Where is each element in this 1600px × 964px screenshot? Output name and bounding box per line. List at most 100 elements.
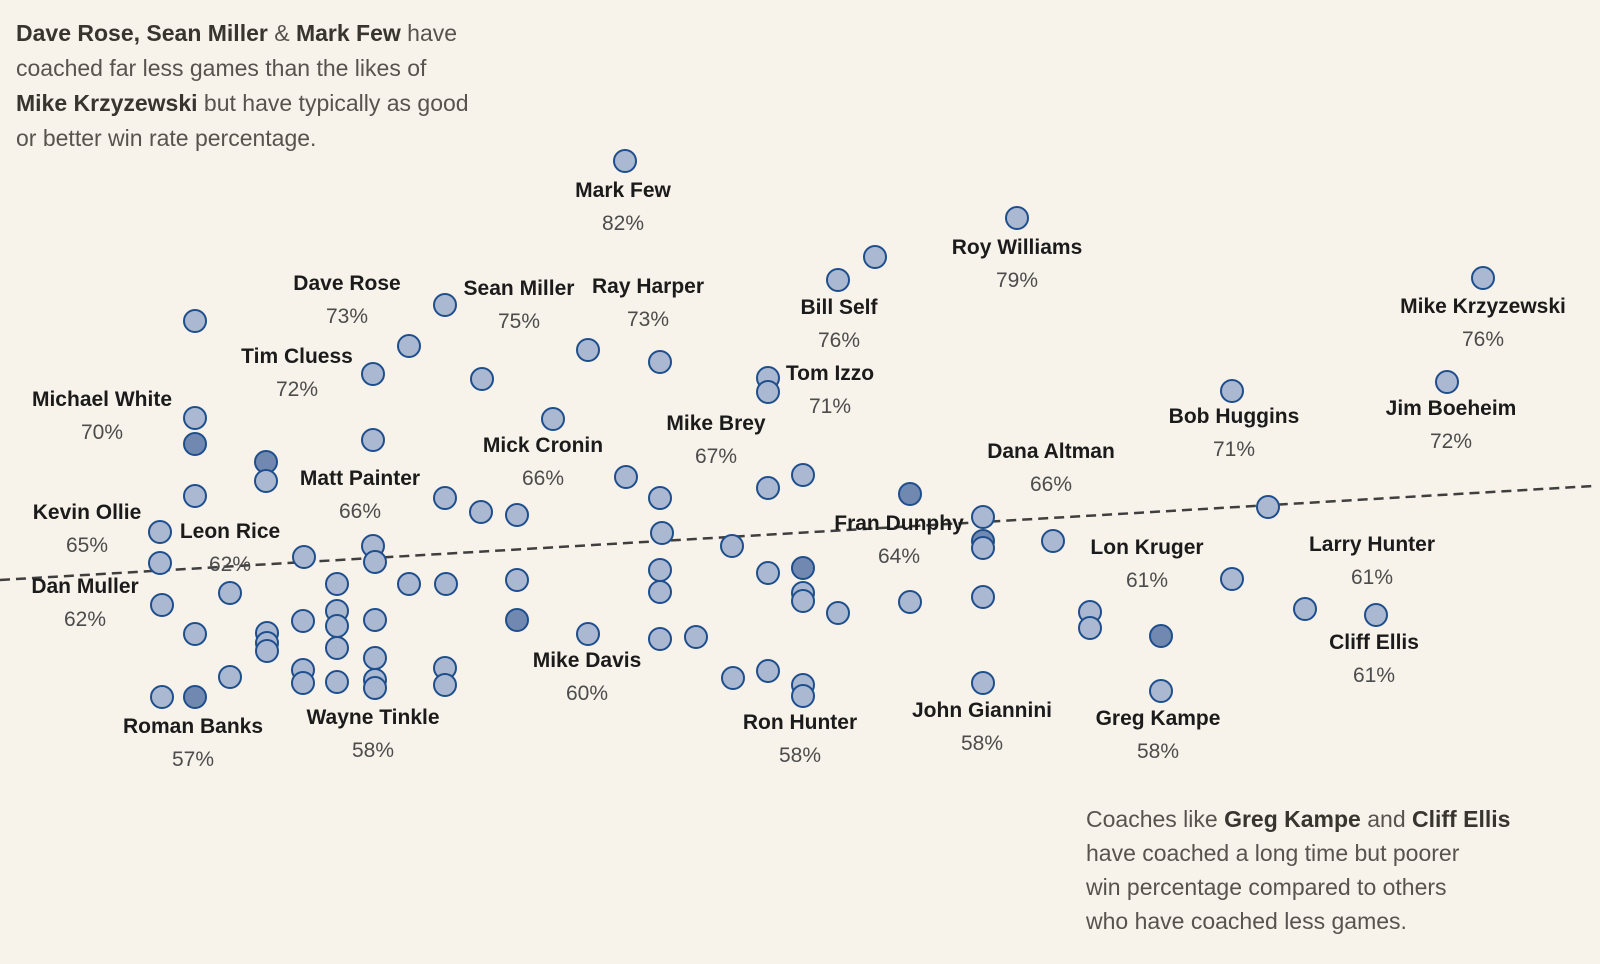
coach-name: Lon Kruger: [1090, 536, 1204, 559]
data-point[interactable]: [613, 149, 637, 173]
data-point[interactable]: [361, 362, 385, 386]
data-point[interactable]: [325, 614, 349, 638]
data-point[interactable]: [648, 486, 672, 510]
data-point[interactable]: [325, 636, 349, 660]
data-point[interactable]: [363, 550, 387, 574]
coach-win-pct: 58%: [778, 744, 822, 767]
data-point[interactable]: [826, 601, 850, 625]
data-point[interactable]: [1149, 624, 1173, 648]
data-point[interactable]: [971, 671, 995, 695]
coach-win-pct: 58%: [351, 739, 395, 762]
coach-name: Ray Harper: [591, 275, 705, 298]
data-point[interactable]: [791, 463, 815, 487]
data-point[interactable]: [434, 572, 458, 596]
data-point[interactable]: [183, 309, 207, 333]
data-point[interactable]: [325, 572, 349, 596]
data-point[interactable]: [255, 639, 279, 663]
coach-label: Roman Banks 57%: [123, 710, 263, 776]
data-point[interactable]: [363, 646, 387, 670]
data-point[interactable]: [898, 482, 922, 506]
data-point[interactable]: [470, 367, 494, 391]
data-point[interactable]: [826, 268, 850, 292]
coach-name: Matt Painter: [299, 467, 421, 490]
data-point[interactable]: [397, 572, 421, 596]
coach-win-pct: 71%: [808, 395, 852, 418]
coach-name: Tim Cluess: [241, 345, 353, 368]
data-point[interactable]: [148, 520, 172, 544]
data-point[interactable]: [650, 521, 674, 545]
data-point[interactable]: [756, 380, 780, 404]
annotation-line: have coached a long time but poorer: [1086, 840, 1460, 866]
data-point[interactable]: [291, 671, 315, 695]
data-point[interactable]: [505, 608, 529, 632]
data-point[interactable]: [505, 568, 529, 592]
annotation-line: who have coached less games.: [1086, 908, 1407, 934]
data-point[interactable]: [254, 469, 278, 493]
data-point[interactable]: [541, 407, 565, 431]
data-point[interactable]: [325, 670, 349, 694]
coach-win-pct: 65%: [65, 534, 109, 557]
data-point[interactable]: [971, 505, 995, 529]
data-point[interactable]: [791, 684, 815, 708]
data-point[interactable]: [576, 622, 600, 646]
data-point[interactable]: [721, 666, 745, 690]
data-point[interactable]: [469, 500, 493, 524]
data-point[interactable]: [148, 551, 172, 575]
data-point[interactable]: [898, 590, 922, 614]
coach-name: Wayne Tinkle: [306, 706, 440, 729]
data-point[interactable]: [1149, 679, 1173, 703]
data-point[interactable]: [433, 293, 457, 317]
data-point[interactable]: [363, 608, 387, 632]
data-point[interactable]: [720, 534, 744, 558]
data-point[interactable]: [1256, 495, 1280, 519]
data-point[interactable]: [183, 622, 207, 646]
data-point[interactable]: [756, 659, 780, 683]
data-point[interactable]: [648, 627, 672, 651]
data-point[interactable]: [1471, 266, 1495, 290]
data-point[interactable]: [1220, 379, 1244, 403]
data-point[interactable]: [648, 558, 672, 582]
data-point[interactable]: [150, 593, 174, 617]
data-point[interactable]: [291, 609, 315, 633]
data-point[interactable]: [648, 350, 672, 374]
data-point[interactable]: [971, 585, 995, 609]
coach-name: Michael White: [31, 388, 173, 411]
data-point[interactable]: [433, 486, 457, 510]
data-point[interactable]: [1041, 529, 1065, 553]
data-point[interactable]: [576, 338, 600, 362]
data-point[interactable]: [292, 545, 316, 569]
coach-win-pct: 72%: [1429, 430, 1473, 453]
data-point[interactable]: [1364, 603, 1388, 627]
data-point[interactable]: [756, 476, 780, 500]
data-point[interactable]: [397, 334, 421, 358]
data-point[interactable]: [183, 432, 207, 456]
data-point[interactable]: [756, 561, 780, 585]
data-point[interactable]: [361, 428, 385, 452]
data-point[interactable]: [791, 556, 815, 580]
coach-label: Ron Hunter 58%: [743, 706, 857, 772]
data-point[interactable]: [183, 484, 207, 508]
data-point[interactable]: [363, 676, 387, 700]
data-point[interactable]: [791, 589, 815, 613]
data-point[interactable]: [218, 581, 242, 605]
data-point[interactable]: [684, 625, 708, 649]
data-point[interactable]: [1220, 567, 1244, 591]
data-point[interactable]: [433, 673, 457, 697]
data-point[interactable]: [971, 536, 995, 560]
coach-name: Mick Cronin: [482, 434, 604, 457]
data-point[interactable]: [648, 580, 672, 604]
data-point[interactable]: [183, 685, 207, 709]
data-point[interactable]: [863, 245, 887, 269]
data-point[interactable]: [1005, 206, 1029, 230]
data-point[interactable]: [183, 406, 207, 430]
data-point[interactable]: [1435, 370, 1459, 394]
data-point[interactable]: [1078, 616, 1102, 640]
coach-name: Roy Williams: [951, 236, 1083, 259]
data-point[interactable]: [1293, 597, 1317, 621]
data-point[interactable]: [505, 503, 529, 527]
coach-win-pct: 66%: [338, 500, 382, 523]
data-point[interactable]: [218, 665, 242, 689]
data-point[interactable]: [614, 465, 638, 489]
data-point[interactable]: [150, 685, 174, 709]
